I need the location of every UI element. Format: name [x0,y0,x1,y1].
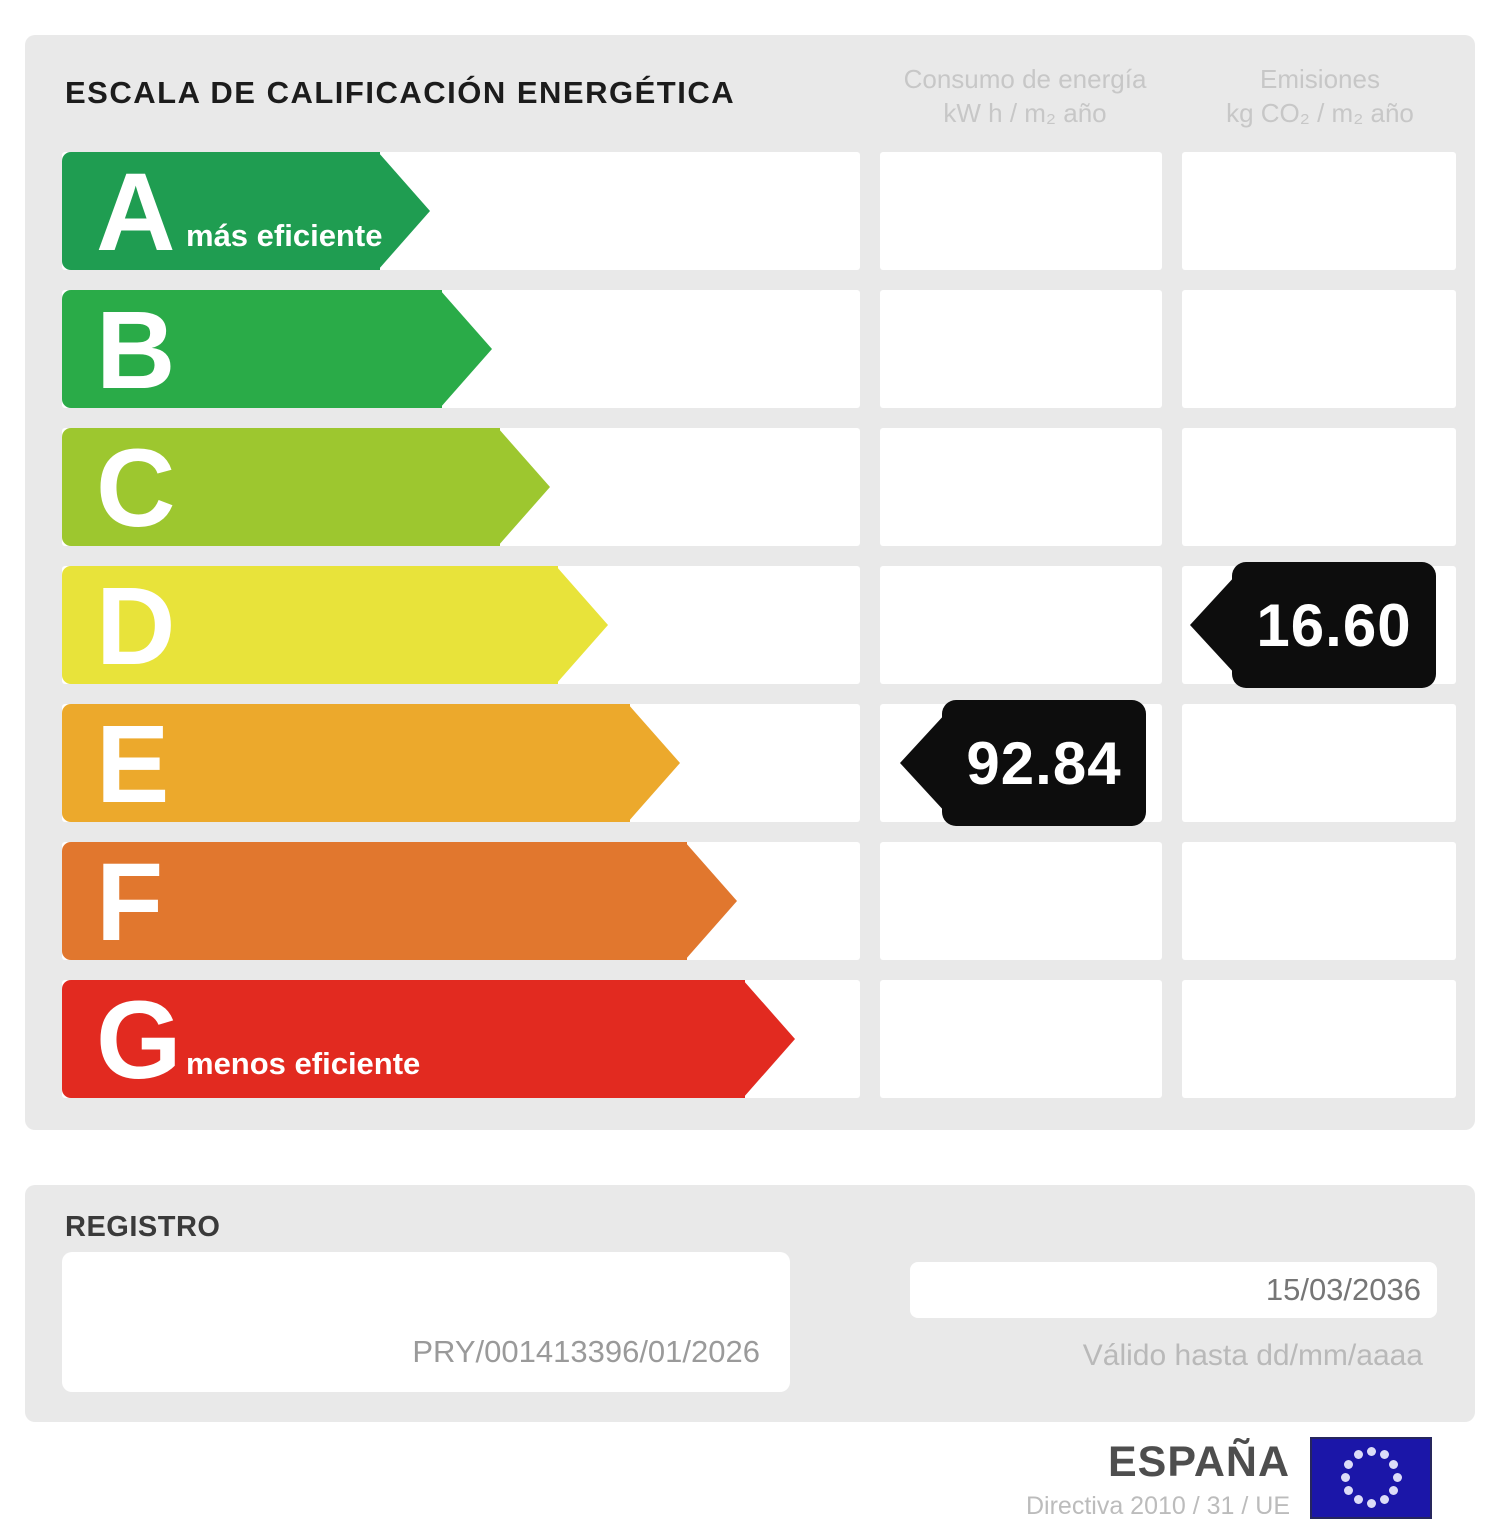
eu-star-icon [1389,1485,1399,1495]
consumo-cell-D [880,566,1162,684]
rating-bar-body [62,842,687,960]
eu-star-icon [1343,1459,1353,1469]
emisiones-header-line1: Emisiones [1260,64,1380,94]
rating-letter-C: C [96,427,176,551]
consumo-column-header: Consumo de energía kW h / m₂ año [855,63,1195,131]
eu-star-icon [1340,1472,1350,1482]
consumo-header-line2: kW h / m₂ año [943,97,1107,128]
country-label: ESPAÑA [1107,1438,1290,1486]
rating-letter-B: B [96,289,176,413]
valid-until-date: 15/03/2036 [1265,1272,1421,1307]
emisiones-cell-F [1182,842,1456,960]
rating-letter-E: E [96,703,170,827]
rating-letter-G: G [96,979,182,1103]
consumo-cell-B [880,290,1162,408]
directive-label: Directiva 2010 / 31 / UE [1025,1492,1290,1520]
rating-bar-body [62,428,500,546]
rating-letter-D: D [96,565,176,689]
registro-panel: REGISTRO PRY/001413396/01/2026 15/03/203… [25,1185,1475,1422]
arrow-right-icon [378,152,430,270]
arrow-right-icon [556,566,608,684]
energy-scale-panel: ESCALA DE CALIFICACIÓN ENERGÉTICA Consum… [25,35,1475,1130]
rating-bar-body [62,704,630,822]
rating-bar-C: C [62,428,550,546]
registro-title: REGISTRO [65,1211,221,1243]
rating-bar-body [62,980,745,1098]
eu-star-icon [1389,1459,1399,1469]
eu-star-icon [1366,1498,1376,1508]
rating-bar-F: F [62,842,737,960]
emisiones-value-tag: 16.60 [1190,562,1436,688]
efficiency-note-G: menos eficiente [186,1046,421,1081]
rating-bar-B: B [62,290,492,408]
arrow-right-icon [743,980,795,1098]
arrow-right-icon [498,428,550,546]
rating-bar-body [62,566,558,684]
eu-star-icon [1353,1495,1363,1505]
rating-row-E: E [25,704,1475,822]
consumo-header-line1: Consumo de energía [903,64,1147,94]
eu-star-icon [1379,1449,1389,1459]
valid-until-box[interactable]: 15/03/2036 [910,1262,1437,1318]
consumo-cell-C [880,428,1162,546]
emisiones-cell-G [1182,980,1456,1098]
rating-bar-body [62,290,442,408]
consumo-cell-G [880,980,1162,1098]
consumo-value-tag: 92.84 [900,700,1146,826]
rating-row-F: F [25,842,1475,960]
emisiones-cell-E [1182,704,1456,822]
page-title: ESCALA DE CALIFICACIÓN ENERGÉTICA [65,75,736,110]
rating-letter-F: F [96,841,164,965]
rating-row-B: B [25,290,1475,408]
rating-row-C: C [25,428,1475,546]
eu-star-icon [1343,1485,1353,1495]
consumo-cell-A [880,152,1162,270]
arrow-right-icon [685,842,737,960]
eu-star-icon [1366,1446,1376,1456]
arrow-right-icon [440,290,492,408]
efficiency-note-A: más eficiente [186,218,383,253]
consumo-cell-F [880,842,1162,960]
rating-bar-E: E [62,704,680,822]
eu-star-icon [1353,1449,1363,1459]
emisiones-header-line2: kg CO₂ / m₂ año [1226,97,1414,128]
consumo-value: 92.84 [942,700,1146,826]
eu-star-icon [1392,1472,1402,1482]
emisiones-value: 16.60 [1232,562,1436,688]
valid-until-label: Válido hasta dd/mm/aaaa [1082,1339,1423,1372]
emisiones-cell-B [1182,290,1456,408]
eu-flag-icon [1310,1437,1432,1519]
registry-number: PRY/001413396/01/2026 [412,1334,760,1369]
rating-letter-A: A [96,151,176,275]
arrow-right-icon [628,704,680,822]
eu-star-icon [1379,1495,1389,1505]
emisiones-cell-C [1182,428,1456,546]
emisiones-cell-A [1182,152,1456,270]
rating-bar-body [62,152,380,270]
registry-number-box[interactable]: PRY/001413396/01/2026 [62,1252,790,1392]
emisiones-column-header: Emisiones kg CO₂ / m₂ año [1165,63,1475,131]
rating-bar-D: D [62,566,608,684]
